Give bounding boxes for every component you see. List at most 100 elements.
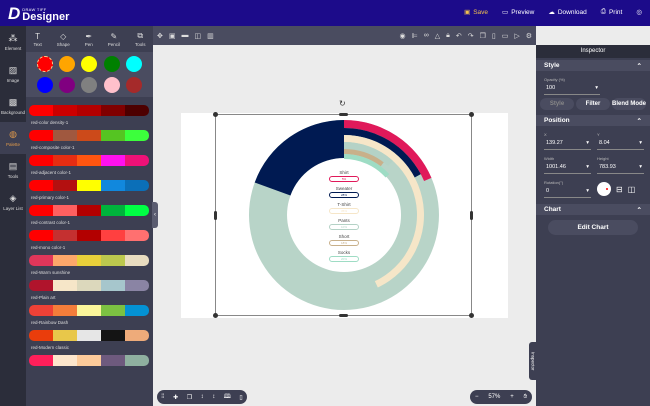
- chart-ring-segment[interactable]: [254, 120, 344, 196]
- spacing-icon[interactable]: ↕: [200, 394, 204, 400]
- align-icon[interactable]: ⊫: [411, 32, 418, 40]
- palette-strip[interactable]: [29, 230, 149, 241]
- palette-strip[interactable]: [29, 105, 149, 116]
- width-field[interactable]: 1001.46 ▾: [544, 163, 591, 174]
- preview-button[interactable]: ▭ Preview: [502, 8, 534, 17]
- color-swatch[interactable]: [81, 77, 98, 93]
- delete-icon[interactable]: ▯: [491, 32, 496, 40]
- fit-icon[interactable]: ▯: [239, 394, 243, 401]
- rotate-handle-icon[interactable]: ↻: [339, 99, 346, 108]
- rotation-field[interactable]: 0 ▾: [544, 187, 591, 198]
- save-button[interactable]: ▣ Save: [464, 8, 488, 17]
- style-button[interactable]: Style: [540, 98, 574, 110]
- video-icon[interactable]: ▭: [501, 32, 509, 40]
- pin-icon[interactable]: ◉: [399, 32, 406, 40]
- style-section-header[interactable]: Style ⌃: [536, 60, 650, 71]
- rotation-dial[interactable]: [597, 182, 611, 196]
- language-button[interactable]: ◎: [636, 8, 642, 16]
- color-swatch[interactable]: [37, 56, 54, 72]
- rail-image[interactable]: ▨ Image: [0, 58, 26, 90]
- blend-mode-button[interactable]: Blend Mode: [612, 98, 646, 110]
- palette-item[interactable]: red-mono color-1: [29, 230, 153, 250]
- color-swatch[interactable]: [125, 77, 142, 93]
- chart-bar-sweater[interactable]: [344, 128, 421, 178]
- palette-strip[interactable]: [29, 330, 149, 341]
- resize-handle[interactable]: [213, 112, 218, 117]
- resize-handle[interactable]: [339, 314, 348, 317]
- palette-strip[interactable]: [29, 180, 149, 191]
- rail-element[interactable]: ⁂ Element: [0, 26, 26, 58]
- undo-icon[interactable]: ↶: [455, 32, 462, 40]
- palette-strip[interactable]: [29, 355, 149, 366]
- palette-strip[interactable]: [29, 130, 149, 141]
- zoom-value[interactable]: 57%: [488, 394, 501, 400]
- palette-item[interactable]: red-color density-1: [29, 105, 153, 125]
- resize-handle[interactable]: [213, 313, 218, 318]
- book-icon[interactable]: 🕮︎: [223, 394, 231, 400]
- hand-icon[interactable]: ✋︎: [523, 393, 528, 400]
- x-field[interactable]: 139.27 ▾: [544, 139, 591, 150]
- print-button[interactable]: ⎙ Print: [601, 8, 623, 16]
- redo-icon[interactable]: ↷: [467, 32, 474, 40]
- image-icon[interactable]: ▬: [181, 31, 189, 39]
- chart-bar-socks[interactable]: [344, 154, 390, 178]
- copy-icon[interactable]: ❐: [479, 32, 486, 40]
- palette-strip[interactable]: [29, 280, 149, 291]
- resize-handle[interactable]: [470, 211, 473, 220]
- opacity-field[interactable]: 100 ▾: [544, 84, 600, 95]
- chart-icon[interactable]: ▥: [207, 32, 214, 40]
- flip-horizontal-icon[interactable]: ◫: [627, 184, 636, 194]
- add-icon[interactable]: ✚: [173, 394, 179, 401]
- chart-bar-short[interactable]: [344, 149, 384, 167]
- filter-button[interactable]: Filter: [576, 98, 610, 110]
- tool-pen[interactable]: ✒ Pen: [85, 32, 93, 47]
- distribute-icon[interactable]: ↕: [212, 394, 216, 400]
- resize-handle[interactable]: [469, 313, 474, 318]
- palette-item[interactable]: [29, 355, 153, 374]
- palette-item[interactable]: red-composite color-1: [29, 130, 153, 150]
- palette-item[interactable]: red-Rainbow Dash: [29, 305, 153, 325]
- chart-section-header[interactable]: Chart ⌃: [536, 204, 650, 215]
- color-swatch[interactable]: [81, 56, 98, 72]
- color-swatch[interactable]: [103, 77, 120, 93]
- inspector-tab[interactable]: Inspector: [529, 342, 537, 380]
- palette-strip[interactable]: [29, 205, 149, 216]
- resize-handle[interactable]: [214, 211, 217, 220]
- flip-vertical-icon[interactable]: ⊟: [616, 184, 623, 194]
- rail-tools[interactable]: ▤ Tools: [0, 154, 26, 186]
- color-swatch[interactable]: [59, 77, 76, 93]
- zoom-in-button[interactable]: +: [510, 394, 514, 400]
- color-swatch[interactable]: [59, 56, 76, 72]
- flip-icon[interactable]: ◫: [194, 32, 202, 40]
- palette-item[interactable]: red-primary color-1: [29, 180, 153, 200]
- palette-item[interactable]: red-Warm sunshine: [29, 255, 153, 275]
- collapse-panel-button[interactable]: ‹: [152, 202, 158, 228]
- zoom-out-button[interactable]: −: [474, 394, 479, 400]
- palette-item[interactable]: red-Modern classic: [29, 330, 153, 350]
- height-field[interactable]: 783.93 ▾: [597, 163, 644, 174]
- link-icon[interactable]: ∞: [423, 31, 429, 39]
- palette-item[interactable]: red-Plain art: [29, 280, 153, 300]
- rail-layer-list[interactable]: ◈ Layer List: [0, 186, 26, 218]
- color-swatch[interactable]: [103, 56, 120, 72]
- page-icon[interactable]: ❐: [186, 394, 193, 401]
- tool-shape[interactable]: ◇ Shape: [57, 32, 70, 47]
- tool-tools[interactable]: ⧉ Tools: [135, 31, 146, 47]
- settings-icon[interactable]: ⚙: [525, 32, 532, 40]
- tool-pencil[interactable]: ✎ Pencil: [108, 32, 120, 47]
- position-section-header[interactable]: Position ⌃: [536, 115, 650, 126]
- chart-bar-pants[interactable]: [344, 142, 393, 166]
- resize-icon[interactable]: ▣: [168, 32, 176, 40]
- resize-handle[interactable]: [469, 112, 474, 117]
- resize-handle[interactable]: [339, 113, 348, 116]
- lock-icon[interactable]: 🔒︎: [446, 31, 450, 39]
- play-icon[interactable]: ▷: [514, 32, 520, 40]
- edit-chart-button[interactable]: Edit Chart: [548, 220, 638, 235]
- palette-strip[interactable]: [29, 155, 149, 166]
- color-swatch[interactable]: [37, 77, 54, 93]
- palette-item[interactable]: red-contrast color-1: [29, 205, 153, 225]
- move-icon[interactable]: ✥: [157, 32, 163, 40]
- tool-text[interactable]: T Text: [33, 32, 41, 47]
- chart-bar-t-shirt[interactable]: [344, 135, 424, 288]
